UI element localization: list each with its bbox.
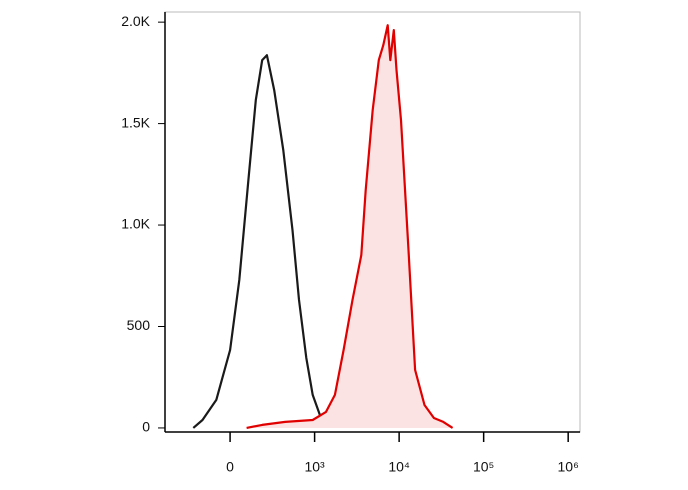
y-tick-label: 1.0K: [121, 216, 150, 232]
area-fill: [246, 25, 453, 428]
y-tick-label: 1.5K: [121, 114, 150, 130]
x-tick-label: 0: [226, 459, 234, 475]
y-tick-label: 2.0K: [121, 13, 150, 29]
x-tick-label: 10⁴: [388, 459, 410, 475]
histogram-line: [192, 54, 326, 429]
histogram-line: [246, 24, 454, 429]
y-tick-label: 500: [127, 317, 151, 333]
x-tick-label: 10⁵: [473, 459, 494, 475]
y-tick-label: 0: [142, 419, 150, 435]
x-tick-label: 10⁶: [558, 459, 579, 475]
x-tick-label: 10³: [304, 459, 325, 475]
